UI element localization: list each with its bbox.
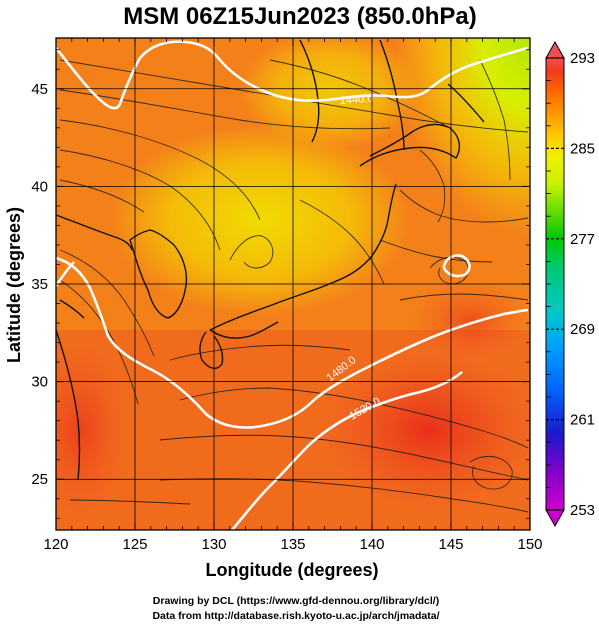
- gridlines: [56, 38, 530, 530]
- colorbar-tick-label: 277: [570, 231, 595, 248]
- colorbar-tick-label: 253: [570, 502, 595, 519]
- colorbar-top-arrow: [545, 40, 565, 59]
- footer-credit-line-1: Drawing by DCL (https://www.gfd-dennou.o…: [153, 595, 439, 607]
- y-tick-label: 30: [31, 374, 48, 391]
- x-tick-label: 150: [517, 536, 542, 553]
- colorbar-tick-label: 269: [570, 321, 595, 338]
- x-axis-label: Longitude (degrees): [205, 560, 378, 580]
- x-tick-label: 135: [280, 536, 305, 553]
- colorbar-tick-label: 285: [570, 140, 595, 157]
- colorbar-tick-label: 261: [570, 412, 595, 429]
- hot-core-south: [320, 350, 530, 510]
- footer-credit-line-2: Data from http://database.rish.kyoto-u.a…: [152, 610, 439, 622]
- x-tick-label: 145: [438, 536, 463, 553]
- cool-region-north: [240, 38, 420, 150]
- y-axis: 25 30 35 40 45: [31, 49, 530, 519]
- contour-line-1520: [231, 371, 463, 530]
- plot-area: 1440.0 1480.0 1520.0: [56, 38, 530, 530]
- y-tick-label: 25: [31, 471, 48, 488]
- height-contours: [56, 40, 529, 530]
- y-axis-label: Latitude (degrees): [4, 207, 24, 363]
- wind-streamlines: [59, 59, 529, 513]
- colorbar-ticks: 293 285 277 269 261 253: [546, 50, 595, 519]
- hot-core-east: [410, 280, 530, 360]
- y-tick-label: 40: [31, 178, 48, 195]
- contour-line-west: [56, 261, 75, 287]
- y-tick-label: 45: [31, 81, 48, 98]
- x-tick-label: 140: [359, 536, 384, 553]
- contour-label-1440: 1440.0: [339, 93, 373, 107]
- chart-title: MSM 06Z15Jun2023 (850.0hPa): [123, 3, 477, 30]
- x-tick-label: 120: [43, 536, 68, 553]
- hot-core-southwest: [56, 340, 130, 520]
- x-tick-label: 125: [122, 536, 147, 553]
- colorbar-tick-label: 293: [570, 50, 595, 67]
- colorbar-bottom-arrow: [545, 509, 565, 528]
- y-tick-label: 35: [31, 276, 48, 293]
- contour-line-1440: [56, 40, 529, 110]
- x-axis: 120 125 130 135 140 145 150: [43, 38, 543, 553]
- colorbar: 293 285 277 269 261 253: [545, 40, 595, 528]
- contour-line-1480: [56, 256, 529, 429]
- x-tick-label: 130: [201, 536, 226, 553]
